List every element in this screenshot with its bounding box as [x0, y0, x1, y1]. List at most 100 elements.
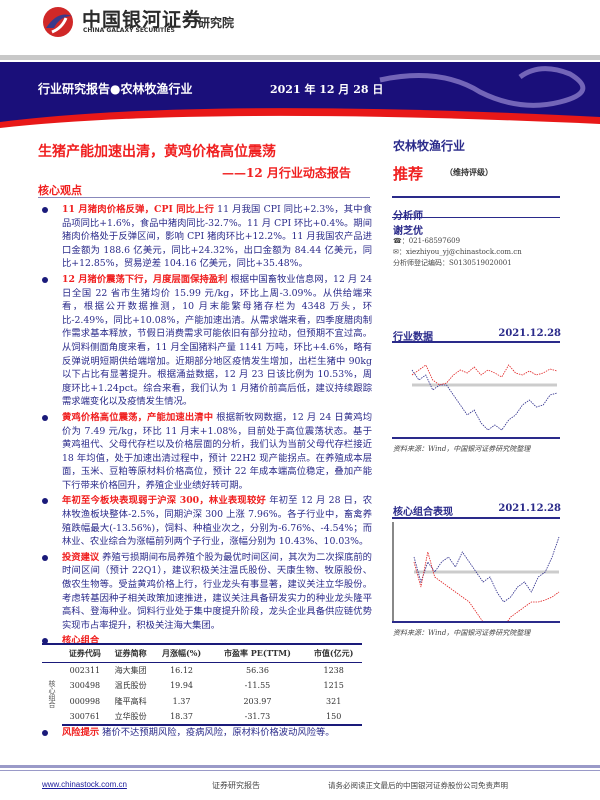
divider	[392, 621, 560, 623]
report-subtitle: ——12 月行业动态报告	[222, 166, 351, 180]
bullet-risk: 风险提示 猪价不达预期风险，疫病风险，原材料价格波动风险等。	[40, 726, 372, 740]
row-group-label: 核心组合	[48, 679, 56, 708]
table-row: 000998 隆平高科 1.37 203.97 321	[42, 694, 362, 710]
portfolio-table: 证券代码 证券简称 月涨幅(%) 市盈率 PE(TTM) 市值(亿元) 核心组合 0023…	[42, 643, 362, 726]
cell: 1215	[323, 681, 344, 691]
bullet-body: 根据新牧网数据，12 月 24 日黄鸡均价为 7.49 元/kg，环比 11 月…	[62, 411, 372, 491]
table-row: 核心组合 002311 海大集团 16.12 56.36 1238	[42, 663, 362, 708]
divider	[392, 196, 560, 198]
disclaimer-note: 请务必阅读正文最后的中国银河证券股份公司免责声明	[328, 781, 508, 790]
cell: 300498	[69, 681, 101, 691]
bullet-body: 根据中国畜牧业信息网，12 月 24 日全国 22 省市生猪均价 15.99 元…	[62, 273, 372, 408]
cell: 立华股份	[107, 709, 154, 726]
section-date: 2021.12.28	[498, 328, 561, 339]
series-line	[411, 369, 558, 431]
bullet-heading: 黄鸡价格高位震荡，产能加速出清中	[62, 411, 214, 423]
bullet-body: 11 月我国 CPI 同比+2.3%，其中食品项同比+1.6%，食品中猪肉同比-…	[62, 204, 372, 270]
logo-text-cn: 中国银河证券	[82, 9, 203, 31]
cell: 002311	[69, 666, 101, 675]
website-link[interactable]: www.chinastock.com.cn	[42, 780, 127, 789]
bullet-hog: 12 月猪价震荡下行，月度层面保持盈利 根据中国畜牧业信息网，12 月 24 日…	[40, 273, 372, 409]
section-title: 行业数据	[393, 332, 433, 343]
section-title: 核心组合表现	[393, 507, 453, 518]
cell: 56.36	[246, 666, 269, 675]
cell: 19.94	[170, 681, 193, 691]
cell: 海大集团	[114, 666, 147, 675]
bullet-body: 养殖亏损期间布局养殖个股为最优时间区间，其次为二次探底前的时间区间（预计 22Q…	[62, 551, 372, 631]
footer-divider	[0, 765, 600, 768]
series-line	[411, 364, 558, 386]
risk-heading: 风险提示	[62, 727, 100, 738]
core-portfolio-chart	[392, 522, 560, 622]
cell: 隆平高科	[114, 696, 147, 706]
table-row: 300498 温氏股份 19.94 -11.55 1215	[42, 678, 362, 694]
industry-chart	[411, 364, 558, 431]
risk-section: 风险提示 猪价不达预期风险，疫病风险，原材料价格波动风险等。	[40, 726, 372, 742]
core-views-heading: 核心观点	[38, 184, 82, 197]
series-line	[413, 551, 560, 622]
sector-name: 农林牧渔行业	[393, 139, 466, 153]
section-date: 2021.12.28	[498, 503, 561, 514]
cell: 000998	[69, 696, 101, 706]
cell: 321	[326, 696, 342, 706]
report-date: 2021 年 12 月 28 日	[270, 83, 384, 96]
chart-source: 资料来源：Wind，中国银河证券研究院整理	[393, 629, 531, 637]
table-header-row: 证券代码 证券简称 月涨幅(%) 市盈率 PE(TTM) 市值(亿元)	[42, 643, 362, 663]
bullet-portfolio: 核心组合	[40, 634, 372, 648]
col-header: 市值(亿元)	[305, 643, 362, 663]
analyst-phone: ☎：021-68597609	[393, 237, 461, 245]
table-row: 300761 立华股份 18.37 -31.73 150	[42, 709, 362, 726]
analyst-registration: 分析师登记编码：S0130519020001	[393, 259, 512, 267]
institute-label: 研究院	[198, 16, 235, 30]
cell: 1238	[323, 666, 344, 675]
bullet-heading: 12 月猪价震荡下行，月度层面保持盈利	[62, 273, 228, 285]
logo-text-en: CHINA GALAXY SECURITIES	[83, 27, 175, 34]
bullet-chicken: 黄鸡价格高位震荡，产能加速出清中 根据新牧网数据，12 月 24 日黄鸡均价为 …	[40, 411, 372, 493]
series-line	[413, 536, 560, 603]
cell: 温氏股份	[114, 681, 147, 691]
cell: 18.37	[153, 709, 210, 726]
bullet-heading: 投资建议	[62, 551, 100, 563]
cell: 1.37	[172, 696, 191, 706]
rating: 推荐	[393, 165, 424, 183]
col-header: 证券简称	[107, 643, 154, 663]
cell: -11.55	[244, 681, 271, 691]
industry-data-header: 行业数据 2021.12.28	[393, 328, 561, 343]
rating-note: （维持评级）	[445, 167, 493, 177]
core-views-list: 11 月猪肉价格反弹，CPI 同比上行 11 月我国 CPI 同比+2.3%，其…	[40, 203, 372, 650]
chart-source: 资料来源：Wind，中国银河证券研究院整理	[393, 445, 531, 453]
divider	[392, 217, 560, 218]
footer-label: 证券研究报告	[212, 781, 260, 790]
analyst-name: 谢芝优	[393, 226, 423, 237]
bullet-heading: 年初至今板块表现弱于沪深 300，林业表现较好	[62, 495, 267, 507]
divider	[0, 55, 600, 60]
cell: 16.12	[170, 666, 193, 675]
col-header: 证券代码	[62, 643, 108, 663]
col-header: 市盈率 PE(TTM)	[209, 643, 306, 663]
report-type: 行业研究报告●农林牧渔行业	[38, 82, 193, 96]
bullet-cpi: 11 月猪肉价格反弹，CPI 同比上行 11 月我国 CPI 同比+2.3%，其…	[40, 203, 372, 271]
cell: 150	[305, 709, 362, 726]
cell: -31.73	[209, 709, 306, 726]
bullet-advice: 投资建议 养殖亏损期间布局养殖个股为最优时间区间，其次为二次探底前的时间区间（预…	[40, 551, 372, 633]
risk-body: 猪价不达预期风险，疫病风险，原材料价格波动风险等。	[99, 727, 335, 738]
footer-divider	[0, 770, 600, 771]
divider	[392, 341, 560, 343]
portfolio-heading: 核心组合	[62, 635, 100, 647]
bullet-body: 年初至 12 月 28 日，农林牧渔板块整体-2.5%，同期沪深 300 上涨 …	[62, 495, 373, 548]
bullet-heading: 11 月猪肉价格反弹，CPI 同比上行	[62, 204, 215, 215]
divider	[392, 517, 560, 519]
report-title: 生猪产能加速出清，黄鸡价格高位震荡	[38, 144, 276, 160]
analyst-heading: 分析师	[393, 207, 423, 222]
cell: 300761	[62, 709, 108, 726]
core-perf-header: 核心组合表现 2021.12.28	[393, 503, 561, 518]
cloud-swoosh-decoration	[0, 66, 600, 132]
cell: 203.97	[243, 696, 272, 706]
header-band	[0, 62, 600, 132]
col-header: 月涨幅(%)	[153, 643, 210, 663]
company-logo	[43, 7, 73, 37]
divider	[38, 197, 370, 198]
bullet-sector: 年初至今板块表现弱于沪深 300，林业表现较好 年初至 12 月 28 日，农林…	[40, 494, 372, 548]
divider	[392, 437, 560, 439]
analyst-email[interactable]: ✉：xiezhiyou_yj@chinastock.com.cn	[393, 248, 522, 256]
